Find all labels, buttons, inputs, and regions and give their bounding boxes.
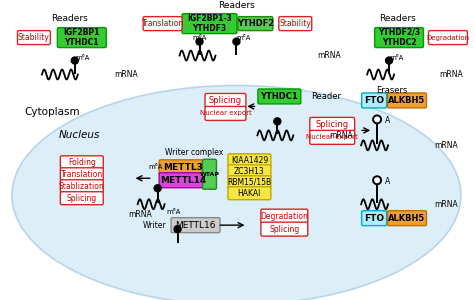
FancyBboxPatch shape: [205, 94, 246, 107]
Text: Folding: Folding: [68, 158, 96, 167]
Text: mRNA: mRNA: [329, 131, 353, 140]
Text: RBM15/15B: RBM15/15B: [228, 178, 272, 187]
Text: m⁶A: m⁶A: [166, 209, 181, 215]
Circle shape: [373, 116, 381, 123]
Text: Splicing: Splicing: [67, 194, 97, 203]
FancyBboxPatch shape: [362, 211, 387, 226]
Text: Nuclear export: Nuclear export: [200, 110, 251, 116]
FancyBboxPatch shape: [388, 93, 427, 108]
Text: Reader: Reader: [311, 92, 341, 101]
Text: mRNA: mRNA: [317, 51, 341, 60]
Text: HAKAI: HAKAI: [238, 189, 261, 198]
Text: ALKBH5: ALKBH5: [388, 214, 426, 223]
FancyBboxPatch shape: [60, 156, 103, 169]
Text: m⁶A: m⁶A: [148, 164, 163, 170]
Text: Degradation: Degradation: [260, 212, 308, 221]
FancyBboxPatch shape: [388, 211, 427, 226]
Text: Erasers: Erasers: [376, 86, 408, 95]
Text: mRNA: mRNA: [439, 70, 463, 79]
FancyBboxPatch shape: [279, 16, 312, 31]
FancyBboxPatch shape: [18, 31, 50, 45]
Ellipse shape: [12, 85, 461, 300]
Text: Stability: Stability: [279, 19, 311, 28]
FancyBboxPatch shape: [57, 28, 106, 48]
Circle shape: [196, 38, 203, 45]
Text: A: A: [384, 116, 390, 125]
Text: METTL16: METTL16: [175, 220, 216, 230]
Text: Writer: Writer: [143, 220, 166, 230]
FancyBboxPatch shape: [310, 130, 355, 144]
Text: A: A: [384, 177, 390, 186]
Text: Writer complex: Writer complex: [165, 148, 224, 157]
FancyBboxPatch shape: [182, 14, 237, 34]
FancyBboxPatch shape: [205, 106, 246, 120]
Text: METTL14: METTL14: [160, 176, 207, 185]
Text: Degradation: Degradation: [427, 34, 469, 40]
Text: ALKBH5: ALKBH5: [388, 96, 426, 105]
Text: IGF2BP1
YTHDC1: IGF2BP1 YTHDC1: [64, 28, 100, 47]
FancyBboxPatch shape: [159, 160, 208, 175]
FancyBboxPatch shape: [228, 154, 271, 167]
Text: Stability: Stability: [18, 33, 50, 42]
FancyBboxPatch shape: [228, 176, 271, 189]
Text: Readers: Readers: [52, 14, 88, 23]
FancyBboxPatch shape: [60, 180, 103, 193]
Text: m⁶A: m⁶A: [76, 55, 90, 61]
FancyBboxPatch shape: [238, 16, 273, 31]
Text: YTHDC1: YTHDC1: [260, 92, 298, 101]
Circle shape: [71, 57, 78, 64]
Text: mRNA: mRNA: [128, 210, 152, 219]
FancyBboxPatch shape: [143, 16, 182, 31]
Text: Readers: Readers: [379, 14, 415, 23]
Text: Cytoplasm: Cytoplasm: [24, 107, 80, 117]
FancyBboxPatch shape: [428, 31, 467, 45]
FancyBboxPatch shape: [171, 218, 220, 232]
Circle shape: [154, 185, 161, 192]
FancyBboxPatch shape: [228, 187, 271, 200]
Circle shape: [174, 226, 181, 232]
FancyBboxPatch shape: [374, 28, 423, 48]
Circle shape: [373, 176, 381, 184]
Text: m⁶A: m⁶A: [390, 55, 404, 61]
FancyBboxPatch shape: [60, 168, 103, 181]
Circle shape: [274, 118, 281, 125]
Text: ZC3H13: ZC3H13: [234, 167, 265, 176]
FancyBboxPatch shape: [261, 209, 308, 223]
Text: YTHDF2: YTHDF2: [237, 19, 274, 28]
Text: Stablization: Stablization: [59, 182, 105, 191]
Text: mRNA: mRNA: [115, 70, 138, 79]
Text: m⁶A: m⁶A: [192, 34, 207, 40]
Text: Readers: Readers: [218, 1, 255, 10]
FancyBboxPatch shape: [261, 222, 308, 236]
FancyBboxPatch shape: [202, 159, 217, 189]
Text: WTAP: WTAP: [200, 172, 219, 177]
Text: IGF2BP1-3
YTHDF3: IGF2BP1-3 YTHDF3: [187, 14, 232, 33]
FancyBboxPatch shape: [228, 165, 271, 178]
Text: YTHDF2/3
YTHDC2: YTHDF2/3 YTHDC2: [378, 28, 420, 47]
Text: FTO: FTO: [364, 214, 384, 223]
Text: m⁶A: m⁶A: [236, 34, 251, 40]
FancyBboxPatch shape: [60, 192, 103, 205]
Text: Translation: Translation: [141, 19, 184, 28]
Text: Translation: Translation: [61, 170, 103, 179]
Circle shape: [233, 38, 240, 45]
Text: FTO: FTO: [364, 96, 384, 105]
Text: KIAA1429: KIAA1429: [231, 156, 268, 165]
Text: mRNA: mRNA: [434, 200, 458, 209]
Text: mRNA: mRNA: [434, 141, 458, 150]
FancyBboxPatch shape: [362, 93, 387, 108]
Text: Nucleus: Nucleus: [59, 130, 100, 140]
Text: Splicing: Splicing: [269, 225, 300, 234]
Circle shape: [385, 57, 392, 64]
FancyBboxPatch shape: [310, 117, 355, 131]
Text: Splicing: Splicing: [316, 120, 349, 129]
FancyBboxPatch shape: [159, 173, 208, 188]
Text: Nuclear export: Nuclear export: [306, 134, 358, 140]
Text: METTL3: METTL3: [164, 163, 203, 172]
Text: Splicing: Splicing: [209, 96, 242, 105]
FancyBboxPatch shape: [258, 89, 301, 104]
